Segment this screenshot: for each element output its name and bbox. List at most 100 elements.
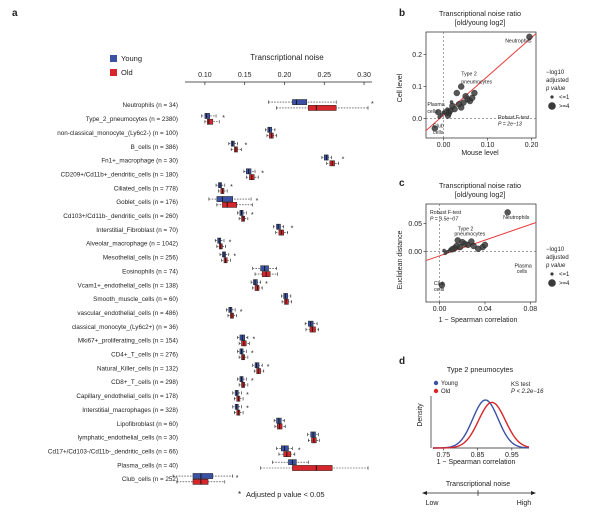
panel-d-stat-line-2: P < 2.2e−16 xyxy=(511,389,544,395)
row-label: Vcam1+_endothelial_cells (n = 138) xyxy=(78,282,178,289)
box-iqr xyxy=(207,118,214,125)
box-young xyxy=(232,390,242,396)
panel-c-title: Transcriptional noise ratio xyxy=(439,181,521,190)
panel-a-x-tick-label: 0.20 xyxy=(278,72,292,79)
data-point xyxy=(453,89,460,97)
box-young xyxy=(237,334,249,341)
panel-d-legend-young-label: Young xyxy=(441,381,458,387)
panel-b-legend: −log10 adjusted p value <=1 >=4 xyxy=(545,70,570,110)
box-young xyxy=(237,348,247,355)
significance-star: * xyxy=(256,198,259,205)
y-tick-label: 0.00 xyxy=(408,249,422,256)
significance-star: * xyxy=(244,143,247,150)
panel-d-xlabel: 1 − Spearman correlation xyxy=(437,459,516,466)
box-old xyxy=(253,368,265,374)
box-old xyxy=(305,326,319,333)
box-old xyxy=(281,298,292,305)
data-point xyxy=(481,241,489,249)
box-young xyxy=(232,403,242,410)
box-old xyxy=(204,118,220,125)
regression-line xyxy=(425,222,537,262)
panel-a-x-tick-label: 0.30 xyxy=(357,72,371,79)
point-annotation: Neutrophils xyxy=(505,39,532,45)
box-young xyxy=(280,293,292,299)
box-old xyxy=(227,312,238,319)
box-young xyxy=(307,431,319,438)
x-tick-label: 0.75 xyxy=(436,452,450,459)
box-old xyxy=(238,354,249,361)
box-young xyxy=(250,279,261,285)
box-young xyxy=(237,376,247,382)
row-label: Neutrophils (n = 34) xyxy=(123,102,178,109)
box-old xyxy=(176,479,226,485)
box-iqr xyxy=(292,99,307,105)
box-young xyxy=(208,196,252,202)
significance-star: * xyxy=(371,101,374,108)
box-old xyxy=(238,340,250,347)
y-tick-label: 0.1 xyxy=(412,84,422,91)
data-point xyxy=(438,282,446,289)
x-tick-label: 0.04 xyxy=(478,306,492,313)
box-old xyxy=(245,174,259,181)
box-young xyxy=(243,168,256,175)
box-young xyxy=(265,126,276,133)
panel-d-stat-line-1: KS test xyxy=(511,382,531,388)
stat-test-label: Robust F-test xyxy=(498,115,530,121)
panel-b-legend-large-dot xyxy=(548,102,556,110)
point-annotation: cells xyxy=(427,109,438,115)
box-old xyxy=(326,160,339,167)
panel-c-legend-title-1: −log10 xyxy=(546,247,565,253)
panel-b-title: Transcriptional noise ratio xyxy=(439,9,521,18)
row-label: Fn1+_macrophage (n = 30) xyxy=(101,158,178,165)
significance-star: * xyxy=(233,253,236,260)
data-point xyxy=(435,109,442,116)
panel-b-scatter: Transcriptional noise ratio [old/young l… xyxy=(397,9,570,157)
panel-b-plot-area: 0.00 0.10 0.20 0.0 0.1 0.2 Neutrophils Type 2 pn… xyxy=(412,31,539,149)
noise-low-label: Low xyxy=(426,500,440,507)
panel-a-x-tick-label: 0.10 xyxy=(198,72,212,79)
y-tick-label: 0.05 xyxy=(408,221,422,228)
panel-a-boxplot: Transcriptional noise Young Old 0.10 0.15… xyxy=(48,53,374,499)
box-old xyxy=(254,271,278,277)
box-iqr xyxy=(308,105,337,111)
row-label: Eosinophils (n = 74) xyxy=(122,268,178,275)
noise-direction-title: Transcriptional noise xyxy=(446,481,510,488)
row-label: Mesothelial_cells (n = 256) xyxy=(103,255,178,262)
point-annotation: Neutrophils xyxy=(503,215,530,221)
row-label: Cd17+/Cd103-/Cd11b-_dendritic_cells (n =… xyxy=(48,448,178,455)
noise-direction-indicator: Transcriptional noise Low High xyxy=(422,481,536,507)
box-iqr xyxy=(204,113,210,119)
panel-d-legend-young-dot xyxy=(433,380,439,386)
panel-label-b: b xyxy=(399,8,405,19)
box-young xyxy=(226,307,236,313)
box-old xyxy=(218,188,228,194)
box-old xyxy=(278,451,296,457)
panel-a-x-tick-label: 0.15 xyxy=(238,72,252,79)
y-tick-label: 0.0 xyxy=(412,116,422,123)
panel-a-legend: Young Old xyxy=(110,54,142,77)
panel-a-rows: Neutrophils (n = 34) * Type_2_pneumocytes … xyxy=(48,99,374,485)
x-tick-label: 0.20 xyxy=(525,142,539,149)
box-young xyxy=(228,140,238,147)
panel-a-x-axis: 0.10 0.15 0.20 0.25 0.30 xyxy=(185,72,372,85)
data-point xyxy=(445,107,449,111)
footnote-star: * xyxy=(238,490,241,499)
data-point xyxy=(431,125,438,132)
panel-a-x-tick-label: 0.25 xyxy=(317,72,331,79)
point-annotation: Plasma xyxy=(514,263,531,269)
row-label: Club_cells (n = 252) xyxy=(122,476,178,483)
x-tick-label: 0.95 xyxy=(505,452,519,459)
data-point xyxy=(475,245,482,252)
row-label: CD8+_T_cells (n = 298) xyxy=(111,379,178,386)
x-tick-label: 0.00 xyxy=(433,306,447,313)
box-young xyxy=(252,265,277,272)
significance-star: * xyxy=(246,392,249,399)
box-old xyxy=(275,229,288,236)
box-young xyxy=(214,237,225,244)
significance-star: * xyxy=(342,156,345,163)
panel-label-d: d xyxy=(399,356,405,367)
data-point xyxy=(458,104,465,111)
panel-b-ylabel: Cell level xyxy=(397,73,404,102)
panel-c-legend-title-2: adjusted xyxy=(546,255,569,261)
significance-star: * xyxy=(251,350,254,357)
